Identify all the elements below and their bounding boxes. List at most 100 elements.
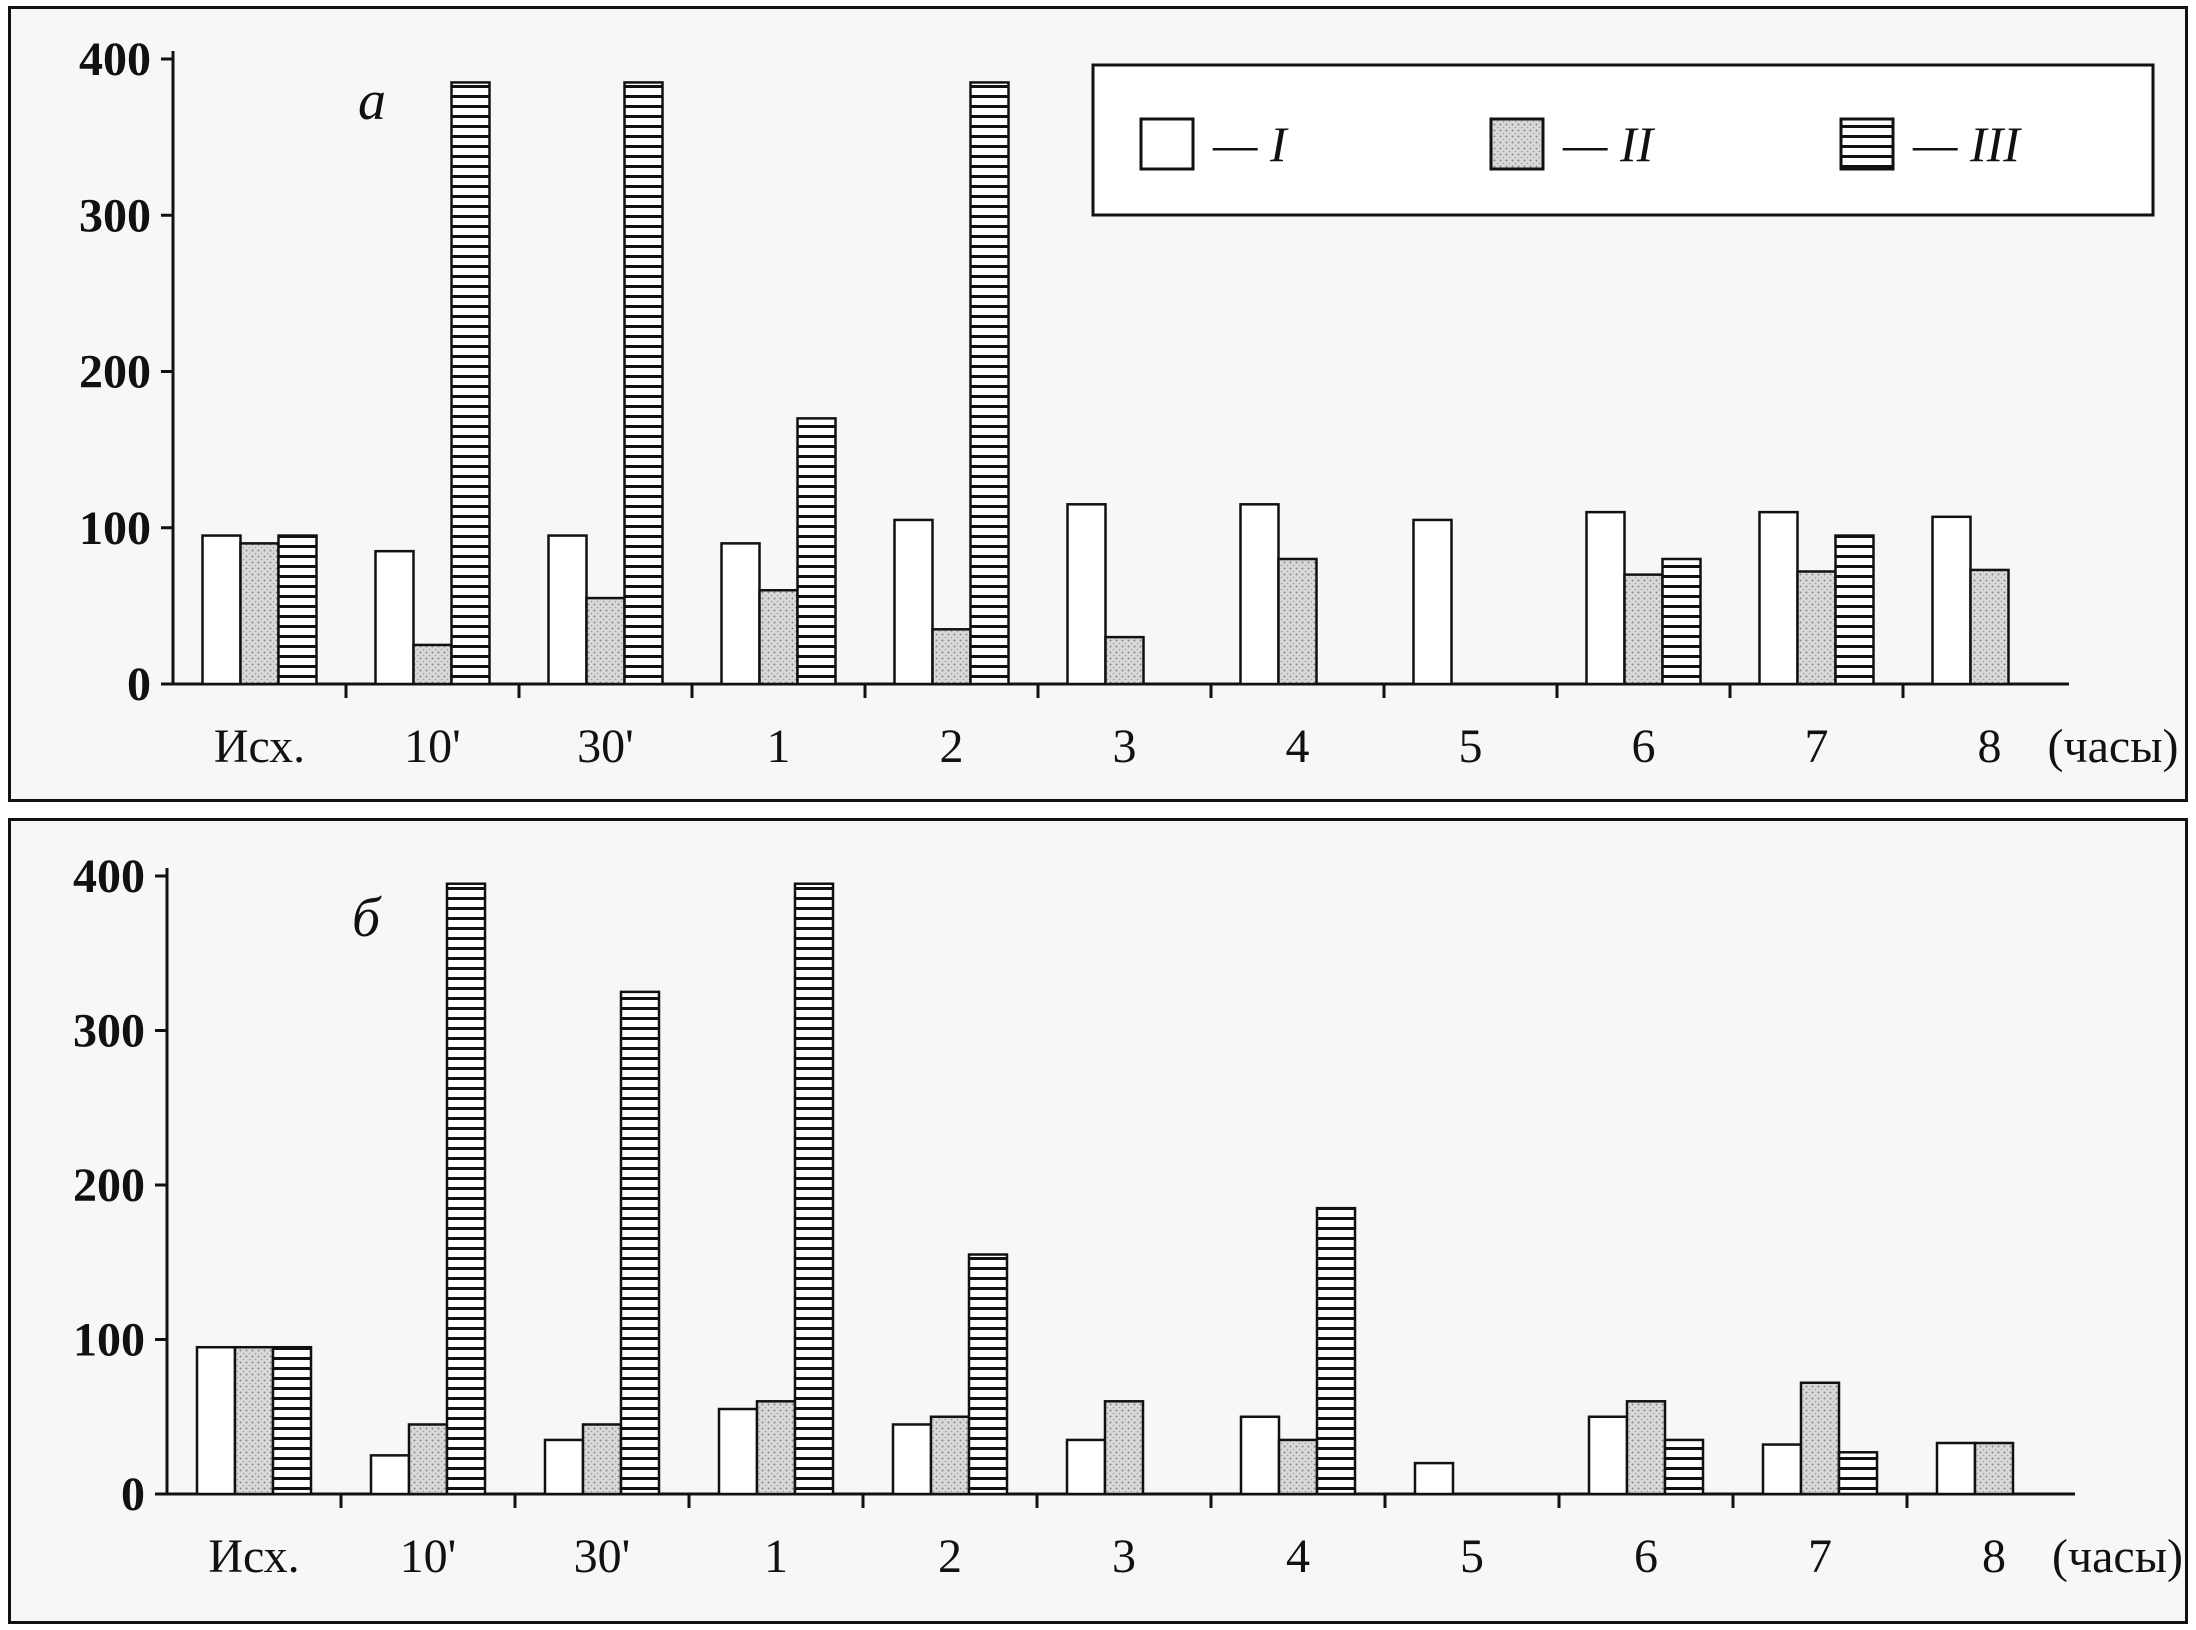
bar-series-III-2 (619, 990, 661, 1496)
bar-series-I-0 (201, 534, 242, 686)
panel-label: б (352, 887, 382, 949)
bar-series-II-8 (1623, 573, 1664, 686)
bar-series-I-7 (1413, 1461, 1455, 1496)
legend-swatch-II (1489, 117, 1545, 171)
x-tick-label: 10' (404, 720, 461, 773)
x-tick-label: 8 (1982, 1530, 2006, 1583)
bar-chart-a: 0 100 200 300 400 Исх. 10' 30' 1 2 3 4 5 6 7 8 (часы) a — … (79, 33, 2179, 773)
bar-series-I-2 (543, 1438, 585, 1496)
bar-series-III-0 (271, 1345, 313, 1496)
bar-series-II-1 (412, 643, 453, 686)
bar-series-III-8 (1661, 557, 1702, 686)
x-tick-label: 6 (1634, 1530, 1658, 1583)
bar-series-III-6 (1315, 1206, 1357, 1496)
bar-series-III-9 (1837, 1451, 1879, 1496)
bar-series-I-5 (1065, 1438, 1107, 1496)
x-tick-label: 4 (1286, 720, 1310, 773)
legend: — I — II — III (1091, 63, 2155, 217)
bar-series-II-8 (1625, 1400, 1667, 1496)
bar-series-I-1 (374, 549, 415, 686)
x-tick-label: 7 (1808, 1530, 1832, 1583)
bar-series-I-4 (891, 1423, 933, 1496)
legend-swatch-III (1839, 117, 1895, 171)
bar-series-I-1 (369, 1454, 411, 1496)
x-tick-label: 30' (577, 720, 634, 773)
x-unit-label: (часы) (2048, 720, 2179, 773)
x-tick-label: 1 (767, 720, 791, 773)
x-tick-label: 8 (1978, 720, 2002, 773)
bar-series-I-6 (1239, 503, 1280, 686)
x-unit-label: (часы) (2052, 1530, 2183, 1583)
x-tick-label: 5 (1460, 1530, 1484, 1583)
bar-series-II-0 (239, 542, 280, 686)
bar-series-II-3 (758, 589, 799, 686)
x-tick-label: 1 (764, 1530, 788, 1583)
bar-series-II-9 (1799, 1381, 1841, 1496)
x-tick-label: 2 (940, 720, 964, 773)
bar-series-I-8 (1587, 1415, 1629, 1496)
bar-series-I-5 (1066, 503, 1107, 686)
bar-series-II-4 (931, 628, 972, 686)
bar-series-II-2 (585, 596, 626, 686)
bar-series-II-0 (233, 1345, 275, 1496)
bar-series-I-7 (1412, 518, 1453, 686)
bar-series-III-1 (445, 882, 487, 1496)
bar-series-III-3 (793, 882, 835, 1496)
bar-series-I-8 (1585, 510, 1626, 686)
x-tick-label: Исх. (214, 720, 305, 773)
bar-series-II-5 (1103, 1400, 1145, 1496)
x-tick-label: 5 (1459, 720, 1483, 773)
legend-label-I: — I (1212, 116, 1289, 172)
bar-series-I-0 (195, 1345, 237, 1496)
bar-series-I-2 (547, 534, 588, 686)
bar-series-III-2 (623, 81, 664, 686)
x-tick-label: 6 (1632, 720, 1656, 773)
y-tick-label: 400 (79, 33, 151, 86)
bar-series-II-4 (929, 1415, 971, 1496)
bar-chart-b: 0 100 200 300 400 Исх. 10' 30' 1 2 3 4 5 6 7 8 (часы) б (73, 850, 2183, 1583)
bar-series-III-4 (969, 81, 1010, 686)
y-tick-label: 100 (79, 502, 151, 555)
x-tick-label: 3 (1112, 1530, 1136, 1583)
x-tick-label: 4 (1286, 1530, 1310, 1583)
x-tick-label: 10' (400, 1530, 457, 1583)
bar-series-II-6 (1277, 1438, 1319, 1496)
bar-series-I-4 (893, 518, 934, 686)
x-tick-label: 2 (938, 1530, 962, 1583)
legend-label-II: — II (1562, 116, 1656, 172)
bar-series-II-10 (1973, 1441, 2015, 1496)
legend-swatch-I (1139, 117, 1195, 171)
legend-label-III: — III (1912, 116, 2022, 172)
y-tick-label: 200 (73, 1159, 145, 1212)
x-tick-label: 30' (574, 1530, 631, 1583)
bar-series-I-3 (720, 542, 761, 686)
y-tick-label: 0 (127, 658, 151, 711)
chart-panel-b: 0 100 200 300 400 Исх. 10' 30' 1 2 3 4 5 6 7 8 (часы) б (8, 818, 2188, 1624)
bar-series-I-10 (1935, 1441, 1977, 1496)
y-tick-label: 400 (73, 850, 145, 903)
bar-series-II-6 (1277, 557, 1318, 686)
y-tick-label: 200 (79, 346, 151, 399)
y-tick-label: 300 (79, 189, 151, 242)
bar-series-III-3 (796, 417, 837, 686)
bar-series-I-3 (717, 1407, 759, 1496)
bar-series-II-2 (581, 1423, 623, 1496)
y-tick-label: 300 (73, 1005, 145, 1058)
bar-series-I-9 (1758, 510, 1799, 686)
legend-box (1091, 63, 2155, 217)
bar-series-II-5 (1104, 635, 1145, 686)
bar-series-III-8 (1663, 1438, 1705, 1496)
bar-series-I-10 (1931, 515, 1972, 686)
bar-series-II-10 (1969, 568, 2010, 686)
bar-series-II-3 (755, 1400, 797, 1496)
bar-series-I-9 (1761, 1443, 1803, 1496)
bar-series-III-1 (450, 81, 491, 686)
bar-series-II-1 (407, 1423, 449, 1496)
y-tick-label: 0 (121, 1468, 145, 1521)
x-tick-label: 7 (1805, 720, 1829, 773)
bar-series-II-9 (1796, 570, 1837, 686)
bar-series-III-4 (967, 1253, 1009, 1496)
bar-series-I-6 (1239, 1415, 1281, 1496)
x-tick-label: 3 (1113, 720, 1137, 773)
bar-series-III-9 (1834, 534, 1875, 686)
